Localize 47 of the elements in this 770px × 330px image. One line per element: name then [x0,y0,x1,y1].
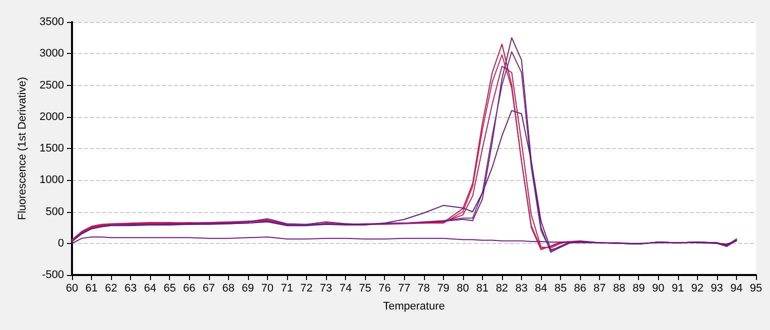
x-tick-label: 64 [144,282,156,294]
x-tick-label: 79 [437,282,450,294]
y-tick-label: 3500 [40,16,64,28]
x-tick-label: 61 [85,282,98,294]
x-tick-label: 84 [534,282,548,294]
y-tick-label: 500 [46,206,64,218]
x-tick-label: 95 [750,282,762,294]
x-tick-label: 71 [280,282,294,294]
y-tick-label: 2000 [40,110,64,123]
x-tick-label: 69 [242,282,254,294]
y-tick-label: 2500 [40,79,64,92]
x-tick-label: 62 [104,282,118,294]
x-tick-label: 67 [202,282,215,294]
y-tick-label: 1500 [40,142,64,154]
x-tick-label: 63 [124,282,137,294]
x-tick-label: 73 [320,282,332,294]
x-tick-label: 85 [554,282,567,294]
x-tick-label: 78 [418,282,430,294]
x-tick-label: 81 [476,282,489,294]
x-tick-label: 90 [652,282,664,294]
x-tick-label: 70 [261,282,274,294]
y-tick-label: -500 [42,269,64,281]
x-tick-label: 87 [594,282,606,294]
x-tick-label: 60 [66,282,78,294]
x-tick-label: 93 [710,282,724,294]
x-tick-label: 89 [632,282,645,294]
x-tick-label: 66 [183,282,196,294]
x-tick-label: 72 [300,282,313,294]
y-tick-label: 0 [58,237,64,250]
y-axis-title: Fluorescence (1st Derivative) [16,76,28,220]
x-tick-label: 83 [515,282,528,294]
x-tick-label: 77 [398,282,410,294]
x-tick-label: 68 [222,282,234,294]
x-tick-label: 74 [339,282,352,294]
x-tick-label: 92 [691,282,704,294]
y-tick-label: 1000 [40,174,64,186]
x-tick-label: 82 [496,282,508,294]
x-tick-label: 94 [730,282,743,294]
x-tick-label: 88 [613,282,626,294]
x-tick-label: 91 [672,282,684,294]
x-tick-label: 65 [164,282,176,294]
x-axis-title: Temperature [383,300,445,312]
y-tick-label: 3000 [40,48,64,60]
x-tick-label: 80 [456,282,469,294]
x-tick-label: 76 [378,282,391,294]
x-tick-label: 86 [574,282,586,294]
x-tick-label: 75 [359,282,372,294]
